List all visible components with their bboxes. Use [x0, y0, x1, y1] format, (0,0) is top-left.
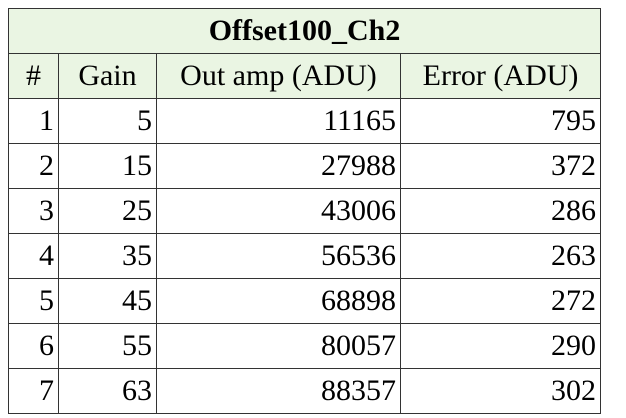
- table-row: 3 25 43006 286: [8, 188, 602, 234]
- cell-gain: 35: [58, 233, 157, 279]
- cell-out-amp: 68898: [156, 278, 401, 324]
- cell-error: 263: [399, 233, 602, 279]
- cell-out-amp: 56536: [156, 233, 401, 279]
- cell-out-amp: 88357: [156, 368, 401, 414]
- cell-gain: 63: [58, 368, 157, 414]
- column-header-out-amp: Out amp (ADU): [156, 53, 401, 99]
- cell-index: 1: [8, 98, 59, 144]
- cell-error: 795: [399, 98, 602, 144]
- cell-gain: 45: [58, 278, 157, 324]
- cell-gain: 15: [58, 143, 157, 189]
- cell-index: 7: [8, 368, 59, 414]
- cell-error: 290: [399, 323, 602, 369]
- table-header-row: # Gain Out amp (ADU) Error (ADU): [8, 53, 602, 99]
- data-table: Offset100_Ch2 # Gain Out amp (ADU) Error…: [7, 8, 602, 414]
- cell-error: 372: [399, 143, 602, 189]
- cell-gain: 55: [58, 323, 157, 369]
- table-row: 7 63 88357 302: [8, 368, 602, 414]
- table-row: 5 45 68898 272: [8, 278, 602, 324]
- cell-error: 272: [399, 278, 602, 324]
- data-table-container: Offset100_Ch2 # Gain Out amp (ADU) Error…: [7, 8, 602, 414]
- cell-error: 286: [399, 188, 602, 234]
- table-row: 4 35 56536 263: [8, 233, 602, 279]
- cell-error: 302: [399, 368, 602, 414]
- cell-index: 5: [8, 278, 59, 324]
- cell-index: 6: [8, 323, 59, 369]
- table-title: Offset100_Ch2: [7, 8, 602, 54]
- cell-gain: 5: [58, 98, 157, 144]
- cell-gain: 25: [58, 188, 157, 234]
- table-row: 6 55 80057 290: [8, 323, 602, 369]
- cell-index: 2: [8, 143, 59, 189]
- column-header-error: Error (ADU): [399, 53, 602, 99]
- column-header-gain: Gain: [58, 53, 157, 99]
- table-row: 1 5 11165 795: [8, 98, 602, 144]
- cell-out-amp: 43006: [156, 188, 401, 234]
- cell-index: 4: [8, 233, 59, 279]
- column-header-index: #: [8, 53, 59, 99]
- cell-out-amp: 80057: [156, 323, 401, 369]
- cell-index: 3: [8, 188, 59, 234]
- cell-out-amp: 27988: [156, 143, 401, 189]
- cell-out-amp: 11165: [156, 98, 401, 144]
- table-row: 2 15 27988 372: [8, 143, 602, 189]
- table-title-row: Offset100_Ch2: [7, 8, 602, 54]
